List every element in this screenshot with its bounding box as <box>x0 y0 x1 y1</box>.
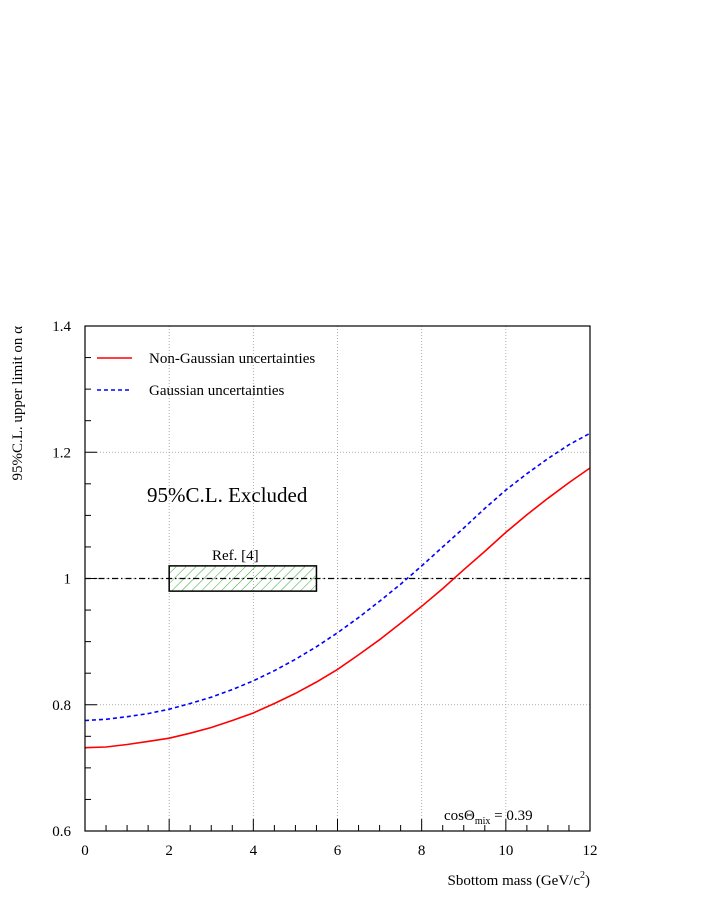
excluded-region-label: 95%C.L. Excluded <box>147 483 308 507</box>
x-tick-label: 4 <box>250 843 258 859</box>
y-tick-label: 1 <box>64 572 72 588</box>
x-tick-label: 6 <box>334 843 342 859</box>
cos-theta-sub: mix <box>475 816 491 827</box>
y-axis-label: 95%C.L. upper limit on α <box>10 326 26 481</box>
legend-label-gaussian: Gaussian uncertainties <box>149 383 285 399</box>
series-line-non-gaussian <box>84 467 591 749</box>
ticks <box>84 325 591 832</box>
legend-label-non-gaussian: Non-Gaussian uncertainties <box>149 351 315 367</box>
x-tick-label: 12 <box>583 843 598 859</box>
x-tick-label: 8 <box>418 843 426 859</box>
x-tick-label: 10 <box>498 843 513 859</box>
y-tick-label: 0.6 <box>52 824 71 840</box>
x-tick-label: 0 <box>81 843 89 859</box>
cos-theta-main: cosΘ <box>444 808 475 824</box>
series-layer <box>84 432 591 749</box>
cos-theta-label: cosΘmix = 0.39 <box>444 808 533 827</box>
y-tick-label: 0.8 <box>52 698 71 714</box>
cos-theta-value: = 0.39 <box>490 808 532 824</box>
x-axis-label-sup: 2 <box>580 870 585 881</box>
tick-labels: 0 2 4 6 8 10 12 0.6 0.8 1 1.2 1.4 <box>52 319 597 859</box>
ref-label: Ref. [4] <box>212 548 259 564</box>
x-axis-label: Sbottom mass (GeV/c2) <box>448 870 591 889</box>
legend: Non-Gaussian uncertainties Gaussian unce… <box>97 351 315 399</box>
x-axis-label-main: Sbottom mass (GeV/c <box>448 873 581 889</box>
y-tick-label: 1.4 <box>52 319 71 335</box>
reference-layer <box>85 565 590 592</box>
series-line-gaussian <box>84 432 591 722</box>
x-tick-label: 2 <box>165 843 173 859</box>
x-axis-label-close: ) <box>585 873 590 889</box>
y-tick-label: 1.2 <box>52 445 71 461</box>
